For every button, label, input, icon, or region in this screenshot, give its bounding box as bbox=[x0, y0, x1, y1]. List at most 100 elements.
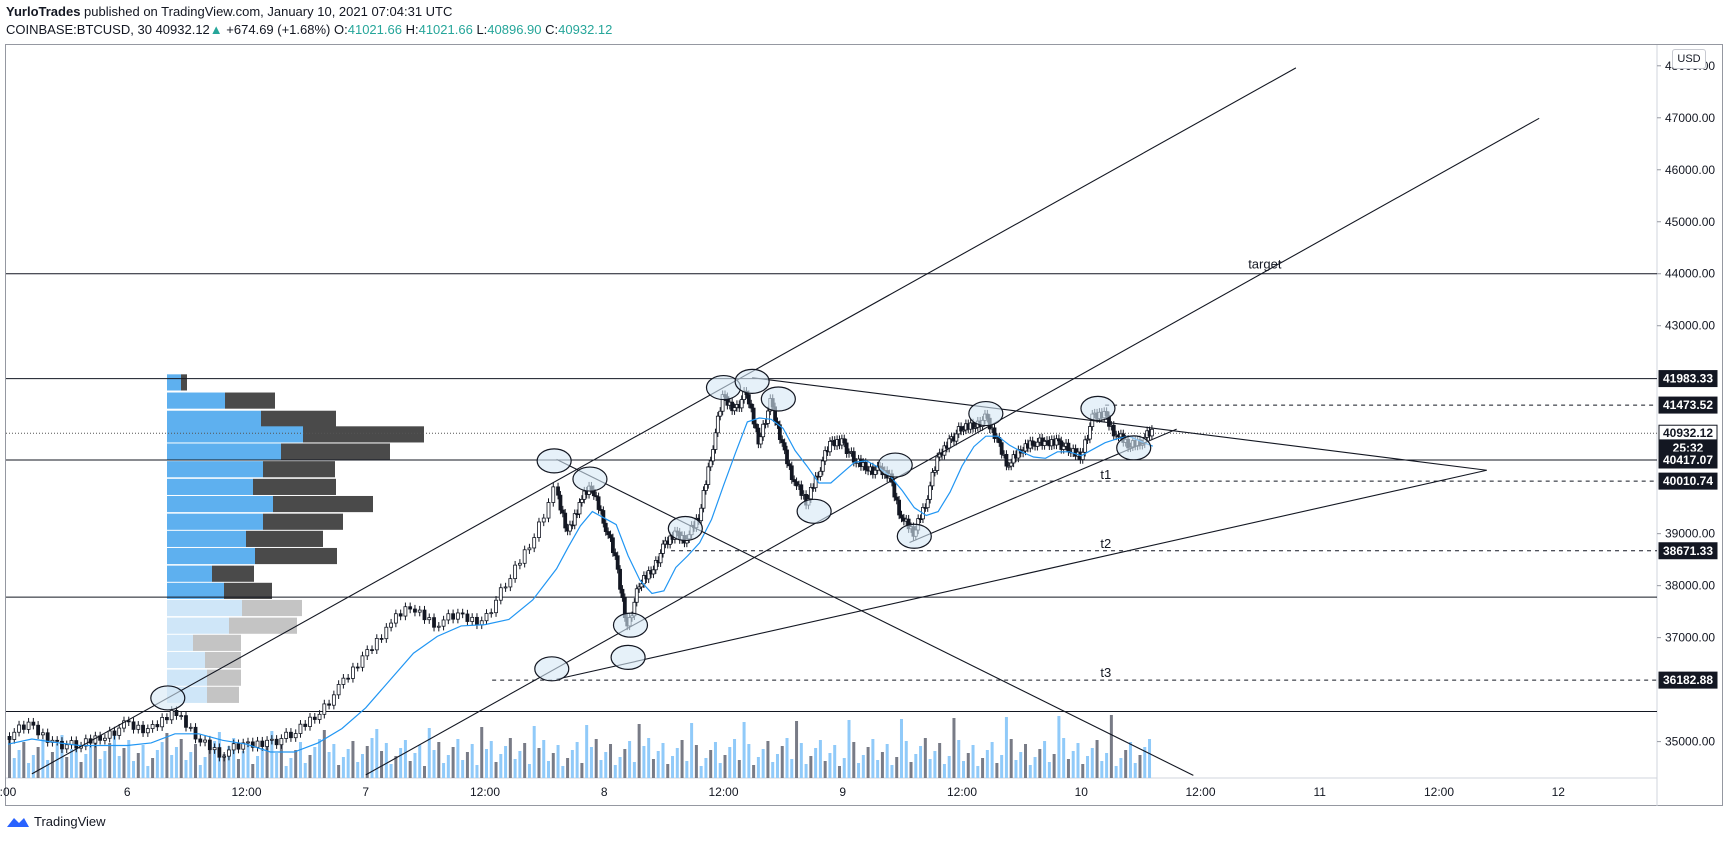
volume-bar bbox=[761, 749, 765, 778]
volume-bar bbox=[928, 759, 932, 778]
pivot-circle[interactable] bbox=[667, 515, 703, 542]
volume-bar bbox=[1028, 765, 1032, 778]
volume-profile-bar bbox=[263, 513, 343, 530]
volume-bar bbox=[1095, 740, 1099, 778]
volume-bar bbox=[985, 750, 989, 778]
pivot-circle[interactable] bbox=[968, 400, 1004, 427]
volume-bar bbox=[194, 744, 198, 778]
candle-body bbox=[1083, 439, 1088, 453]
candle-body bbox=[713, 432, 718, 450]
volume-profile-bar bbox=[167, 443, 281, 460]
volume-profile-bar bbox=[212, 565, 254, 582]
volume-bar bbox=[637, 724, 641, 778]
candle-body bbox=[603, 522, 608, 532]
candle-body bbox=[992, 427, 997, 439]
candle-body bbox=[954, 433, 959, 442]
candle-body bbox=[522, 549, 527, 564]
price-axis-label: 40932.12 bbox=[1663, 426, 1713, 440]
volume-bar bbox=[809, 756, 813, 778]
candle-body bbox=[851, 451, 856, 463]
volume-bar bbox=[408, 761, 412, 778]
trendline[interactable] bbox=[556, 458, 1194, 776]
pivot-circle[interactable] bbox=[877, 452, 913, 478]
trendline[interactable] bbox=[556, 469, 1487, 680]
candle-body bbox=[122, 720, 126, 729]
publish-line: YurloTrades published on TradingView.com… bbox=[6, 3, 612, 21]
volume-bar bbox=[666, 764, 670, 778]
candle-body bbox=[537, 521, 541, 538]
pivot-circle[interactable] bbox=[1116, 435, 1152, 461]
pivot-circle[interactable] bbox=[1080, 395, 1116, 421]
candle-body bbox=[1059, 440, 1064, 450]
currency-button[interactable]: USD bbox=[1672, 49, 1706, 69]
pivot-circle[interactable] bbox=[612, 612, 649, 638]
volume-bar bbox=[942, 764, 946, 778]
volume-bar bbox=[947, 756, 951, 778]
volume-profile-bar bbox=[303, 426, 424, 443]
volume-bar bbox=[919, 746, 923, 778]
chart-frame[interactable] bbox=[5, 44, 1723, 806]
candle-body bbox=[1061, 445, 1066, 450]
volume-bar bbox=[699, 766, 703, 778]
candle-body bbox=[517, 562, 522, 566]
candle-body bbox=[379, 638, 384, 640]
volume-bar bbox=[709, 750, 713, 778]
publish-info: published on TradingView.com, January 10… bbox=[84, 4, 453, 19]
volume-profile-bar bbox=[263, 461, 335, 478]
footer-brand[interactable]: TradingView bbox=[34, 814, 106, 829]
volume-bar bbox=[890, 765, 894, 778]
pivot-circle[interactable] bbox=[734, 368, 770, 394]
symbol-label[interactable]: COINBASE:BTCUSD, 30 bbox=[6, 22, 152, 37]
volume-profile-bar bbox=[167, 478, 253, 495]
trendline[interactable] bbox=[752, 377, 1487, 471]
candle-body bbox=[568, 524, 572, 532]
candle-body bbox=[441, 619, 446, 627]
volume-bar bbox=[270, 731, 274, 778]
pivot-circle[interactable] bbox=[572, 466, 608, 492]
volume-bar bbox=[747, 744, 751, 778]
pivot-circle[interactable] bbox=[150, 685, 186, 711]
candle-body bbox=[928, 485, 933, 500]
tradingview-logo-icon[interactable] bbox=[6, 815, 30, 829]
volume-bar bbox=[833, 745, 837, 778]
price-tick-label: 43000.00 bbox=[1665, 319, 1715, 333]
volume-bar bbox=[871, 739, 875, 778]
candle-body bbox=[594, 495, 599, 498]
candle-body bbox=[718, 410, 723, 417]
trendline[interactable] bbox=[31, 67, 1297, 775]
pivot-circle[interactable] bbox=[536, 448, 572, 474]
pivot-circle[interactable] bbox=[534, 656, 570, 682]
candle-body bbox=[246, 741, 250, 744]
volume-bar bbox=[733, 739, 737, 778]
candle-body bbox=[7, 736, 12, 740]
volume-bar bbox=[1066, 759, 1070, 778]
candle-body bbox=[422, 609, 427, 621]
volume-bar bbox=[1047, 762, 1051, 778]
candle-body bbox=[580, 498, 584, 503]
volume-bar bbox=[499, 754, 503, 778]
pivot-circle[interactable] bbox=[610, 644, 646, 670]
volume-bar bbox=[365, 746, 369, 778]
volume-bar bbox=[518, 751, 522, 778]
volume-profile-bar bbox=[229, 617, 297, 634]
candle-body bbox=[470, 616, 475, 622]
pivot-circle[interactable] bbox=[896, 523, 932, 549]
footer: TradingView bbox=[6, 814, 106, 829]
volume-bar bbox=[1143, 747, 1147, 778]
candle-body bbox=[761, 423, 766, 438]
pivot-circle[interactable] bbox=[796, 498, 832, 524]
volume-profile-bar bbox=[255, 547, 337, 565]
volume-bar bbox=[1014, 760, 1018, 778]
candle-body bbox=[155, 724, 160, 728]
volume-bar bbox=[899, 719, 903, 778]
volume-bar bbox=[12, 758, 16, 778]
author-name[interactable]: YurloTrades bbox=[6, 4, 81, 19]
candle-body bbox=[820, 460, 825, 472]
candle-body bbox=[1006, 465, 1011, 468]
volume-bar bbox=[41, 739, 45, 778]
pivot-circle[interactable] bbox=[760, 386, 796, 412]
price-axis-label-box bbox=[1658, 370, 1718, 388]
candle-body bbox=[560, 509, 565, 514]
candle-body bbox=[808, 486, 813, 500]
